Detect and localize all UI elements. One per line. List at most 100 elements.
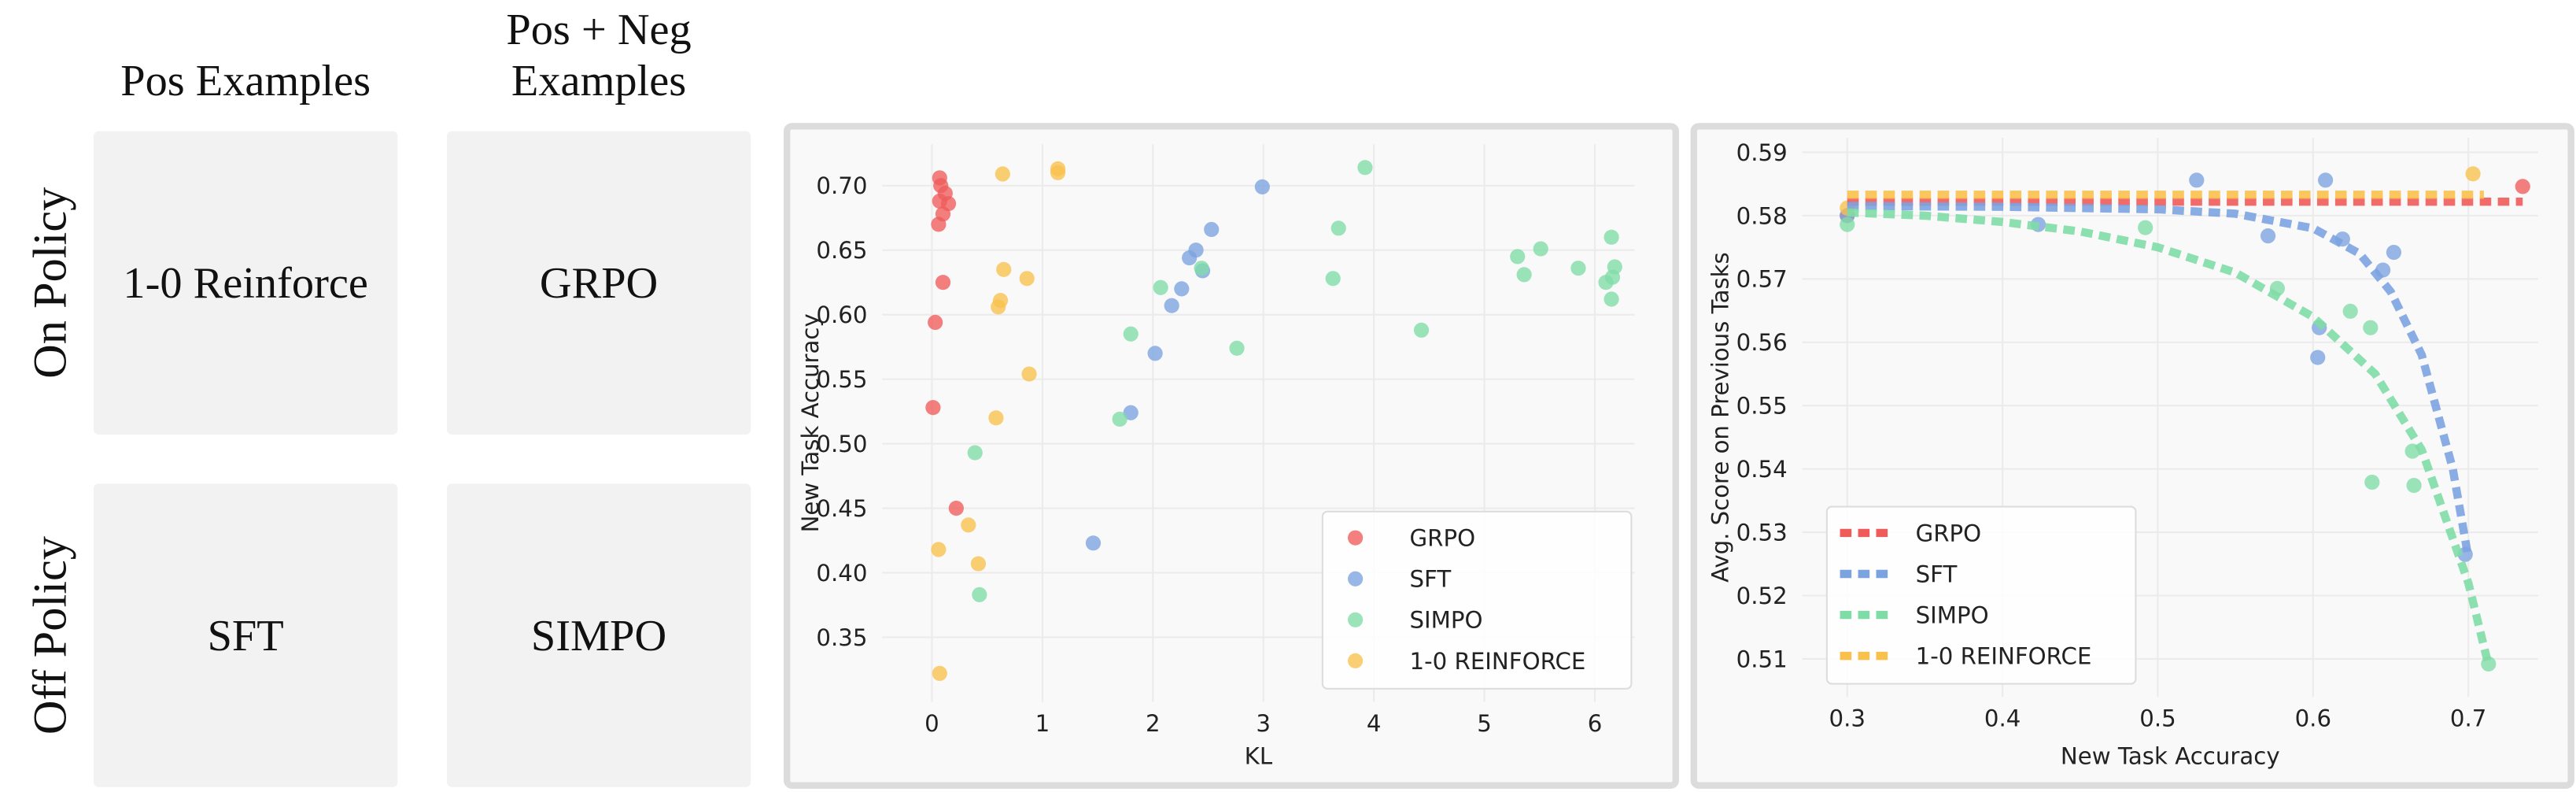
legend-label: SFT (1916, 561, 1958, 587)
data-point (1330, 220, 1346, 236)
data-point (2318, 172, 2334, 188)
y-axis-label: Avg. Score on Previous Tasks (1707, 252, 1734, 583)
method-name: SIMPO (531, 612, 666, 661)
data-point (1050, 165, 1066, 180)
x-axis-label: KL (1245, 743, 1273, 770)
y-tick-label: 0.51 (1736, 646, 1788, 672)
data-point (2260, 228, 2276, 244)
legend-label: SIMPO (1916, 602, 1989, 629)
data-point (2310, 350, 2326, 365)
data-point (1413, 322, 1430, 338)
data-point (1229, 340, 1245, 356)
data-point (970, 556, 987, 572)
data-point (931, 542, 947, 557)
cell-box (446, 483, 751, 787)
data-point (1510, 249, 1526, 265)
y-tick-label: 0.65 (816, 237, 867, 264)
data-point (2138, 220, 2153, 235)
y-tick-label: 0.50 (816, 431, 867, 457)
data-point (988, 410, 1004, 426)
legend-box (1321, 510, 1633, 690)
x-tick-label: 4 (1367, 710, 1382, 737)
data-point (972, 587, 987, 602)
x-tick-label: 0 (924, 710, 939, 737)
data-point (2515, 179, 2530, 194)
legend-label: GRPO (1410, 525, 1476, 552)
row-label: Off Policy (24, 536, 76, 735)
x-tick-label: 0.3 (1829, 705, 1866, 732)
column-header: Pos Examples (120, 57, 371, 105)
cell-box (94, 483, 398, 787)
legend-marker (1348, 653, 1364, 668)
data-point (2364, 474, 2380, 490)
data-point (931, 217, 947, 232)
data-point (2465, 166, 2481, 182)
data-point (1153, 279, 1168, 295)
data-point (1021, 366, 1037, 382)
data-point (1194, 261, 1209, 276)
x-tick-label: 2 (1146, 710, 1161, 737)
panel (1690, 123, 2574, 789)
y-tick-label: 0.53 (1736, 520, 1788, 546)
data-point (935, 275, 951, 291)
y-axis-label: New Task Accuracy (797, 313, 824, 532)
data-point (2342, 303, 2358, 319)
data-point (991, 299, 1006, 315)
data-point (1325, 271, 1341, 287)
x-tick-label: 3 (1256, 710, 1271, 737)
y-tick-label: 0.45 (816, 495, 867, 522)
legend-label: SFT (1410, 566, 1452, 593)
y-tick-label: 0.55 (816, 366, 867, 393)
data-point (1147, 346, 1163, 361)
x-axis-label: New Task Accuracy (2061, 743, 2280, 770)
data-point (1570, 261, 1586, 276)
column-header: Examples (511, 57, 686, 105)
data-point (1085, 535, 1102, 551)
data-point (995, 166, 1010, 182)
data-point (1533, 241, 1548, 257)
data-point (1204, 221, 1220, 238)
data-point (932, 665, 947, 681)
row-label: On Policy (24, 187, 76, 379)
data-point (1516, 267, 1532, 283)
data-point (2189, 172, 2205, 188)
y-tick-label: 0.57 (1736, 266, 1788, 293)
y-tick-label: 0.40 (816, 560, 867, 587)
y-tick-label: 0.58 (1736, 202, 1788, 229)
data-point (1182, 250, 1198, 266)
data-point (1604, 291, 1619, 307)
legend-label: GRPO (1916, 520, 1982, 546)
cell-box (94, 131, 398, 435)
y-tick-label: 0.35 (816, 624, 867, 651)
cell-box (446, 131, 751, 435)
legend-marker (1348, 530, 1364, 546)
data-point (928, 314, 943, 331)
y-tick-label: 0.59 (1736, 139, 1788, 166)
method-name: SFT (208, 612, 284, 661)
data-point (1598, 275, 1614, 291)
data-point (1112, 411, 1127, 427)
data-point (1254, 179, 1270, 194)
x-tick-label: 5 (1477, 710, 1492, 737)
data-point (1840, 217, 1855, 232)
data-point (925, 400, 941, 416)
x-tick-label: 0.5 (2139, 705, 2176, 732)
x-tick-label: 0.4 (1984, 705, 2021, 732)
x-tick-label: 0.6 (2295, 705, 2331, 732)
legend-label: SIMPO (1410, 607, 1483, 634)
y-tick-label: 0.70 (816, 172, 867, 199)
legend-marker (1348, 612, 1364, 627)
data-point (1604, 229, 1619, 245)
data-point (2363, 320, 2379, 335)
y-tick-label: 0.60 (816, 302, 867, 328)
data-point (1123, 326, 1139, 342)
fit-line (1847, 208, 2493, 667)
legend-marker (1348, 571, 1364, 587)
column-header: Pos + Neg (506, 6, 691, 54)
data-point (996, 261, 1012, 277)
data-point (967, 445, 983, 461)
method-name: 1-0 Reinforce (123, 259, 367, 308)
data-point (1357, 160, 1373, 176)
